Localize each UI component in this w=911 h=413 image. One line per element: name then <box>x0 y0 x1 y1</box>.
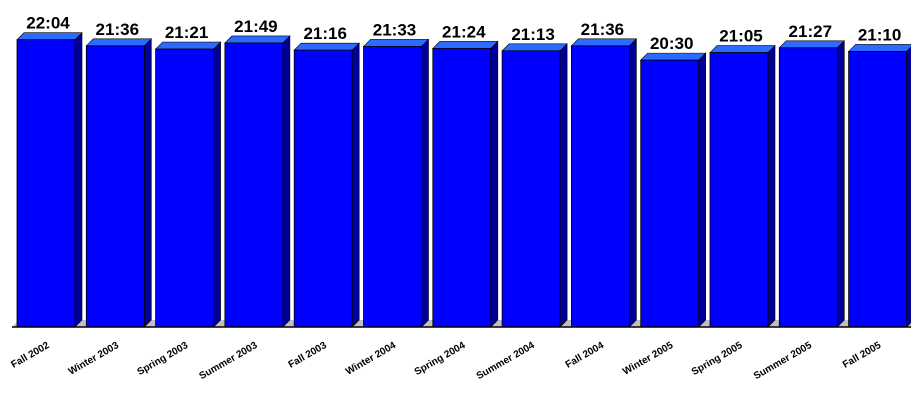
x-tick-label: Winter 2005 <box>621 340 675 378</box>
x-tick-label: Summer 2005 <box>752 340 814 382</box>
x-tick-label: Fall 2004 <box>564 340 606 371</box>
bar <box>501 43 568 328</box>
data-label: 21:10 <box>858 25 901 44</box>
bar-front-face <box>640 59 700 328</box>
x-tick-label: Winter 2004 <box>344 340 398 378</box>
bar-top-face <box>154 41 222 50</box>
bar-front-face <box>848 51 907 328</box>
data-label: 21:49 <box>234 17 277 36</box>
data-label: 21:36 <box>581 20 624 39</box>
bar <box>154 41 222 328</box>
bar-front-face <box>85 45 145 328</box>
bar-top-face <box>709 45 776 53</box>
bar <box>224 35 291 328</box>
bar-top-face <box>778 40 846 49</box>
bar <box>639 52 707 328</box>
bar-side-face <box>282 35 291 328</box>
x-tick-label: Spring 2005 <box>690 340 745 378</box>
bar <box>16 32 83 328</box>
data-label: 22:04 <box>26 14 70 33</box>
bar <box>85 38 153 328</box>
bar-top-face <box>570 38 638 47</box>
x-tick-label: Summer 2003 <box>198 340 260 382</box>
bar-front-face <box>155 48 215 328</box>
x-tick-label: Fall 2003 <box>287 340 329 371</box>
bar <box>432 40 499 328</box>
bar-front-face <box>571 45 630 328</box>
bar-side-face <box>836 40 845 328</box>
bar <box>778 40 846 328</box>
bar-top-face <box>224 35 291 44</box>
data-label: 21:05 <box>719 27 762 46</box>
bar-top-face <box>16 32 83 41</box>
data-label: 21:13 <box>511 25 554 44</box>
x-tick-label: Spring 2004 <box>413 340 468 378</box>
bar-front-face <box>432 48 492 328</box>
bar-front-face <box>293 49 353 328</box>
bar-top-face <box>639 52 707 61</box>
bar-side-face <box>144 38 152 328</box>
bar-side-face <box>629 38 637 328</box>
data-label: 21:21 <box>165 23 208 42</box>
data-label: 21:36 <box>96 20 139 39</box>
bar-front-face <box>501 50 561 328</box>
x-tick-label: Summer 2004 <box>475 340 537 382</box>
bar-side-face <box>74 32 83 328</box>
x-tick-label: Fall 2002 <box>9 340 51 371</box>
bar-side-face <box>351 42 360 328</box>
x-tick-label: Winter 2003 <box>67 340 121 378</box>
data-labels: 22:04 21:36 21:21 21:49 21:16 21:33 21:24 21:13… <box>26 14 901 53</box>
bar-top-face <box>847 44 911 52</box>
data-label: 21:24 <box>442 22 486 41</box>
bar-front-face <box>778 47 838 328</box>
bar-side-face <box>698 52 707 328</box>
bar-front-face <box>224 42 284 328</box>
bar-side-face <box>906 46 911 328</box>
bar <box>362 38 430 328</box>
x-tick-label: Spring 2003 <box>135 340 190 378</box>
bar-top-face <box>293 42 360 51</box>
bar-top-face <box>432 41 499 49</box>
bar-front-face <box>16 39 76 328</box>
bar <box>847 44 911 328</box>
bar-side-face <box>767 44 776 328</box>
bar-top-face <box>362 39 430 47</box>
bar-top-face <box>85 38 153 47</box>
bar-front-face <box>709 52 769 328</box>
x-tick-labels: Fall 2002 Winter 2003 Spring 2003 Summer 20… <box>9 340 883 382</box>
x-tick-label: Fall 2005 <box>841 340 883 371</box>
bar <box>709 44 776 328</box>
bar-side-face <box>490 40 499 328</box>
bar-side-face <box>421 38 429 328</box>
data-label: 21:16 <box>303 24 346 43</box>
bar-side-face <box>213 41 221 328</box>
bar-series <box>16 32 911 328</box>
bar-side-face <box>559 43 568 328</box>
bar-front-face <box>363 46 422 328</box>
bar-top-face <box>501 43 568 52</box>
bar <box>293 42 360 328</box>
data-label: 20:30 <box>650 34 693 53</box>
data-label: 21:27 <box>789 22 832 41</box>
bar <box>570 38 638 328</box>
data-label: 21:33 <box>373 20 416 39</box>
